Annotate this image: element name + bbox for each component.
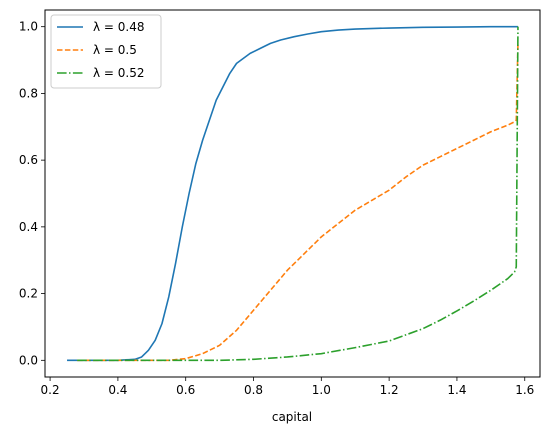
series-line-1 xyxy=(77,43,519,362)
x-tick-label: 1.4 xyxy=(447,383,466,397)
y-tick-label: 0.6 xyxy=(19,153,38,167)
y-tick-label: 0.4 xyxy=(19,220,38,234)
x-tick-label: 1.2 xyxy=(380,383,399,397)
legend-label-2: λ = 0.52 xyxy=(93,66,145,80)
series-line-2 xyxy=(77,26,519,362)
x-tick-label: 0.6 xyxy=(176,383,195,397)
y-tick-label: 0.2 xyxy=(19,287,38,301)
y-tick-label: 0.0 xyxy=(19,353,38,367)
x-tick-label: 0.4 xyxy=(108,383,127,397)
legend: λ = 0.48 λ = 0.5 λ = 0.52 xyxy=(50,14,162,89)
x-tick-label: 0.8 xyxy=(244,383,263,397)
series-line-0 xyxy=(67,25,518,362)
y-axis: 0.0 0.2 0.4 0.6 0.8 1.0 xyxy=(19,20,45,367)
x-axis: 0.2 0.4 0.6 0.8 1.0 1.2 1.4 1.6 xyxy=(41,377,534,397)
axes-frame xyxy=(44,9,541,378)
legend-box xyxy=(50,14,162,89)
x-tick-label: 1.0 xyxy=(312,383,331,397)
x-tick-label: 1.6 xyxy=(515,383,534,397)
x-tick-label: 0.2 xyxy=(41,383,60,397)
plot-area xyxy=(67,25,519,362)
x-axis-label: capital xyxy=(272,410,312,424)
y-tick-label: 0.8 xyxy=(19,86,38,100)
legend-label-0: λ = 0.48 xyxy=(93,20,145,34)
legend-label-1: λ = 0.5 xyxy=(93,43,137,57)
y-tick-label: 1.0 xyxy=(19,20,38,34)
